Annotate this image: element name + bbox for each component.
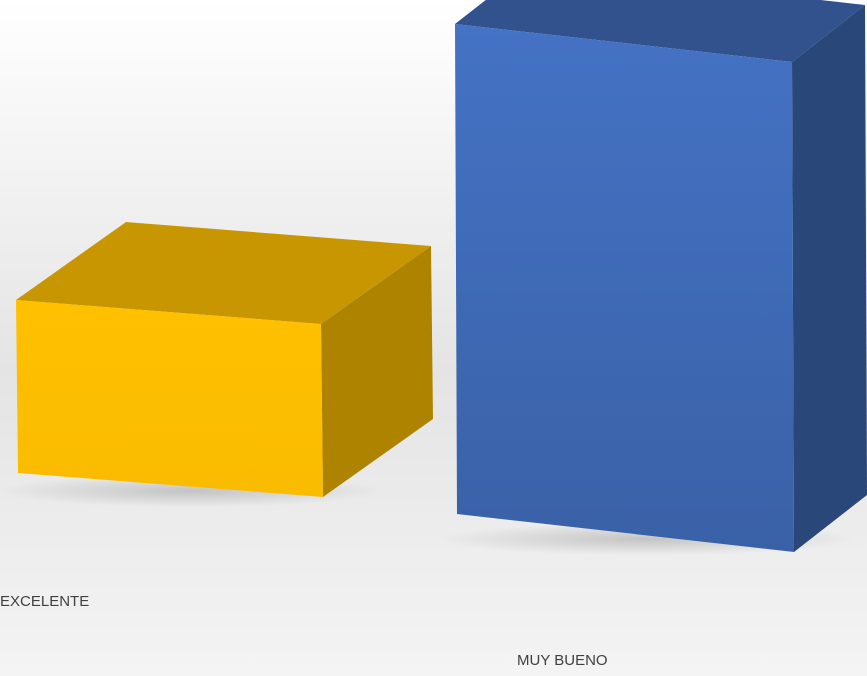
bar-front-face	[455, 24, 794, 552]
bar-top-face	[16, 222, 431, 324]
bar-excelente	[16, 222, 433, 497]
category-label: EXCELENTE	[0, 593, 89, 610]
bar-front-face	[16, 300, 323, 497]
bars	[16, 0, 867, 552]
bar-side-face	[321, 246, 433, 497]
category-label: MUY BUENO	[517, 652, 608, 669]
category-labels: EXCELENTE MUY BUENO	[0, 593, 608, 669]
bar-top-face	[455, 0, 865, 62]
bar-muy-bueno	[455, 0, 867, 552]
bar-side-face	[792, 5, 867, 552]
